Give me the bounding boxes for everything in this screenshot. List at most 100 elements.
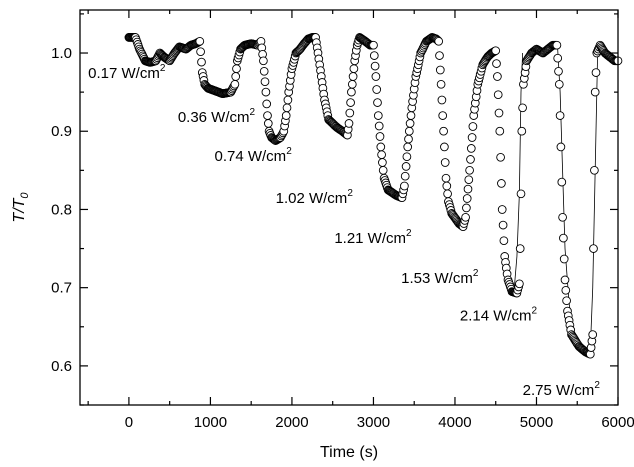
data-point <box>559 254 569 264</box>
data-point <box>402 152 412 162</box>
connecting-line-0 <box>513 53 524 296</box>
data-point <box>589 244 598 253</box>
data-point <box>497 205 507 214</box>
data-point <box>557 177 567 187</box>
data-points <box>124 33 623 359</box>
data-point <box>463 184 473 194</box>
data-point <box>440 158 450 167</box>
data-point <box>468 122 478 131</box>
data-point <box>443 189 452 199</box>
data-point <box>369 40 378 50</box>
data-point <box>590 165 599 175</box>
data-point <box>435 51 444 60</box>
data-point <box>554 66 563 76</box>
data-point <box>439 126 448 136</box>
data-point <box>466 144 476 153</box>
data-point <box>461 212 470 222</box>
x-tick-label: 4000 <box>438 414 471 431</box>
data-point <box>493 72 502 81</box>
y-axis-label-subscript: 0 <box>19 192 31 199</box>
data-point <box>373 98 382 107</box>
data-point <box>371 72 381 81</box>
data-point <box>346 98 355 107</box>
data-point <box>494 108 504 118</box>
power-annotation: 2.14 W/cm2 <box>460 306 538 325</box>
data-point <box>263 111 272 120</box>
data-point <box>403 142 413 152</box>
data-point <box>466 155 475 164</box>
data-point <box>554 79 564 89</box>
data-point <box>348 72 358 81</box>
data-point <box>196 47 205 57</box>
y-tick-label: 0.6 <box>51 358 72 375</box>
data-point <box>259 56 268 66</box>
data-point <box>558 212 567 222</box>
power-annotation: 1.53 W/cm2 <box>401 268 479 287</box>
data-point <box>261 87 271 97</box>
data-point <box>499 236 509 246</box>
x-tick-label: 3000 <box>357 414 390 431</box>
data-point <box>464 175 474 185</box>
y-axis-label: T/T0 <box>11 192 31 223</box>
data-point <box>373 111 383 120</box>
data-point <box>230 79 240 89</box>
data-point <box>263 119 273 128</box>
connecting-lines <box>513 43 602 351</box>
y-axis-label-main: T/T <box>11 197 28 222</box>
data-point <box>400 181 409 191</box>
data-point <box>347 87 356 97</box>
data-point <box>559 233 568 243</box>
data-point <box>561 285 571 295</box>
data-point <box>491 46 501 56</box>
x-axis-label: Time (s) <box>320 444 378 461</box>
data-point <box>462 194 472 203</box>
data-point <box>492 59 501 68</box>
data-point <box>560 275 570 285</box>
data-point <box>497 179 506 188</box>
data-point <box>375 132 385 141</box>
y-tick-label: 0.7 <box>51 280 72 297</box>
data-point <box>377 150 386 160</box>
data-point <box>378 158 387 167</box>
data-point <box>590 87 600 97</box>
power-annotation: 0.17 W/cm2 <box>88 63 166 82</box>
connecting-line-1 <box>557 49 583 351</box>
data-point <box>436 79 446 89</box>
data-point <box>495 126 505 136</box>
annotations: 0.17 W/cm2 0.36 W/cm2 0.74 W/cm2 1.02 W/cm2… <box>88 63 600 399</box>
data-point <box>197 57 206 67</box>
data-point <box>405 119 415 128</box>
power-annotation: 0.74 W/cm2 <box>215 146 293 165</box>
data-point <box>404 134 413 144</box>
power-annotation: 2.75 W/cm2 <box>523 380 601 399</box>
data-point <box>515 244 525 253</box>
x-tick-label: 6000 <box>601 414 634 431</box>
data-point <box>370 61 380 71</box>
power-annotation: 1.21 W/cm2 <box>334 228 412 247</box>
data-point <box>232 64 241 74</box>
data-point <box>262 99 272 109</box>
data-point <box>281 111 291 120</box>
data-point <box>283 95 293 105</box>
data-point <box>498 220 508 230</box>
y-tick-label: 0.9 <box>51 123 72 140</box>
data-point <box>400 171 410 181</box>
data-point <box>260 77 270 87</box>
data-point <box>552 40 562 50</box>
data-point <box>553 53 563 63</box>
data-point <box>437 95 447 105</box>
data-point <box>435 65 445 75</box>
data-point <box>517 126 527 136</box>
data-point <box>378 165 388 175</box>
x-axis: 0 1000 2000 3000 4000 5000 6000 <box>87 10 634 431</box>
data-point <box>440 142 449 152</box>
data-point <box>591 68 601 77</box>
y-tick-label: 1.0 <box>51 45 72 62</box>
data-point <box>369 51 379 60</box>
data-point <box>442 181 452 191</box>
x-tick-label: 0 <box>125 414 133 431</box>
x-tick-label: 5000 <box>520 414 553 431</box>
data-point <box>345 108 355 118</box>
data-point <box>462 203 471 213</box>
